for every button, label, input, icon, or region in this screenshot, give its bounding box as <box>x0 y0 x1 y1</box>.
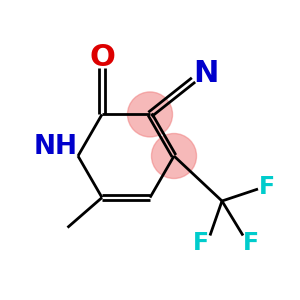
Circle shape <box>152 134 196 178</box>
Text: F: F <box>242 231 259 255</box>
Text: F: F <box>193 231 209 255</box>
Text: N: N <box>193 59 218 88</box>
Circle shape <box>128 92 172 137</box>
Text: F: F <box>259 176 275 200</box>
Text: O: O <box>89 43 115 72</box>
Text: NH: NH <box>34 134 77 160</box>
